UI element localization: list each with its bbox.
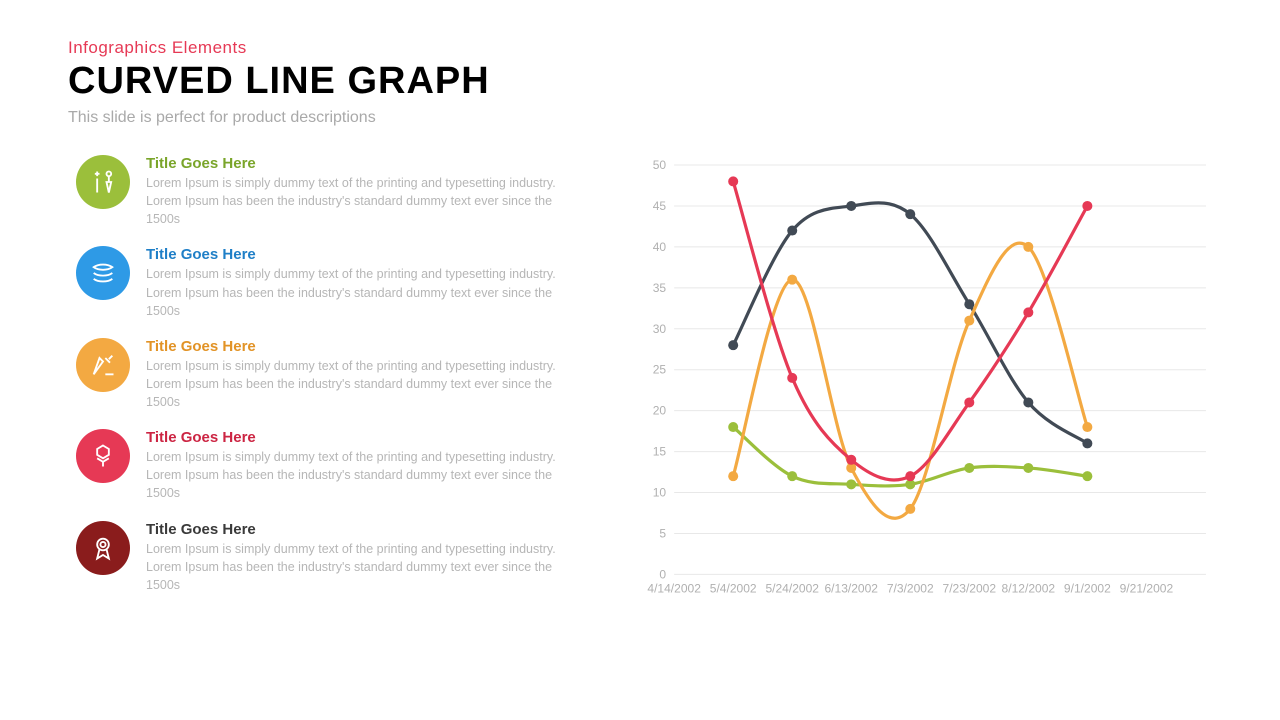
cubes-icon [76,429,130,483]
series-marker-dark [728,340,738,350]
series-marker-dark [1082,438,1092,448]
series-marker-grn [787,471,797,481]
series-marker-orange [728,471,738,481]
page-subtitle: This slide is perfect for product descri… [68,109,1220,127]
award-icon [76,521,130,575]
series-marker-orange [905,504,915,514]
stack-icon [76,246,130,300]
legend-text: Title Goes Here Lorem Ipsum is simply dum… [146,246,588,319]
series-marker-grn [1082,471,1092,481]
series-marker-orange [1023,242,1033,252]
legend-item: Title Goes Here Lorem Ipsum is simply dum… [76,246,588,319]
series-marker-dark [787,226,797,236]
x-tick-label: 6/13/2002 [824,581,878,595]
series-marker-red [846,455,856,465]
y-tick-label: 10 [653,486,667,500]
y-tick-label: 35 [653,281,667,295]
chart-column: 0 5 10 15 20 25 30 35 40 45 50 4/14/2002 5/4/2002 5/2… [628,155,1220,622]
line-chart: 0 5 10 15 20 25 30 35 40 45 50 4/14/2002 5/4/2002 5/2… [628,155,1220,617]
series-marker-orange [787,275,797,285]
design-icon [76,338,130,392]
series-marker-red [1023,307,1033,317]
legend-item: Title Goes Here Lorem Ipsum is simply dum… [76,338,588,411]
legend-item: Title Goes Here Lorem Ipsum is simply dum… [76,521,588,594]
x-tick-label: 9/21/2002 [1120,581,1174,595]
legend-text: Title Goes Here Lorem Ipsum is simply dum… [146,429,588,502]
legend-title: Title Goes Here [146,338,588,355]
series-line-dark [733,203,1087,444]
content-row: Title Goes Here Lorem Ipsum is simply dum… [68,155,1220,622]
page-title: CURVED LINE GRAPH [68,60,1220,103]
series-marker-dark [964,299,974,309]
eyebrow-text: Infographics Elements [68,38,1220,58]
legend-desc: Lorem Ipsum is simply dummy text of the … [146,174,588,228]
x-tick-label: 5/24/2002 [765,581,819,595]
y-tick-label: 25 [653,363,667,377]
legend-title: Title Goes Here [146,155,588,172]
legend-title: Title Goes Here [146,246,588,263]
legend-text: Title Goes Here Lorem Ipsum is simply dum… [146,155,588,228]
x-tick-label: 4/14/2002 [647,581,701,595]
legend-item: Title Goes Here Lorem Ipsum is simply dum… [76,429,588,502]
y-tick-label: 30 [653,322,667,336]
series-marker-grn [846,479,856,489]
x-tick-label: 9/1/2002 [1064,581,1111,595]
series-marker-dark [846,201,856,211]
series-marker-dark [1023,397,1033,407]
series-marker-red [728,176,738,186]
series-marker-red [905,471,915,481]
x-tick-label: 8/12/2002 [1002,581,1056,595]
legend-title: Title Goes Here [146,429,588,446]
legend-text: Title Goes Here Lorem Ipsum is simply dum… [146,338,588,411]
series-marker-dark [905,209,915,219]
y-tick-label: 40 [653,240,667,254]
series-marker-red [964,397,974,407]
x-tick-label: 7/23/2002 [943,581,997,595]
series-marker-orange [1082,422,1092,432]
legend-text: Title Goes Here Lorem Ipsum is simply dum… [146,521,588,594]
x-tick-label: 5/4/2002 [710,581,757,595]
legend-item: Title Goes Here Lorem Ipsum is simply dum… [76,155,588,228]
legend-desc: Lorem Ipsum is simply dummy text of the … [146,540,588,594]
legend-title: Title Goes Here [146,521,588,538]
y-tick-label: 45 [653,199,667,213]
series-marker-grn [964,463,974,473]
series-marker-red [1082,201,1092,211]
legend-desc: Lorem Ipsum is simply dummy text of the … [146,265,588,319]
series-marker-orange [964,316,974,326]
x-tick-label: 7/3/2002 [887,581,934,595]
legend-desc: Lorem Ipsum is simply dummy text of the … [146,357,588,411]
y-tick-label: 0 [659,567,666,581]
series-marker-red [787,373,797,383]
tools-icon [76,155,130,209]
y-tick-label: 50 [653,158,667,172]
series-marker-grn [1023,463,1033,473]
y-tick-label: 15 [653,445,667,459]
series-marker-grn [728,422,738,432]
legend-column: Title Goes Here Lorem Ipsum is simply dum… [68,155,588,622]
y-tick-label: 20 [653,404,667,418]
y-tick-label: 5 [659,526,666,540]
series-line-red [733,181,1087,480]
legend-desc: Lorem Ipsum is simply dummy text of the … [146,448,588,502]
slide: Infographics Elements CURVED LINE GRAPH … [0,0,1280,720]
